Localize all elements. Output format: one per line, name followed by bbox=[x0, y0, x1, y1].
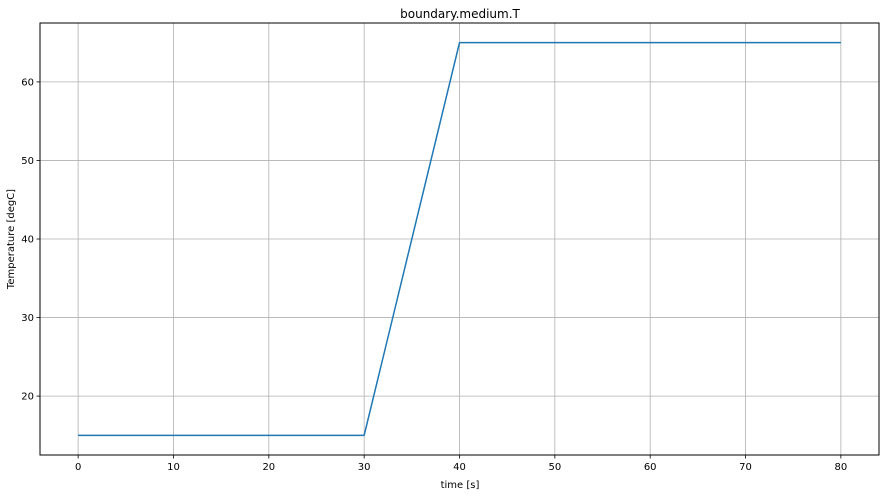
chart-title: boundary.medium.T bbox=[400, 7, 520, 21]
y-tick-label: 40 bbox=[21, 235, 34, 246]
x-tick-label: 10 bbox=[167, 462, 180, 473]
x-tick-label: 30 bbox=[358, 462, 371, 473]
y-tick-label: 30 bbox=[21, 313, 34, 324]
x-tick-label: 20 bbox=[262, 462, 275, 473]
x-tick-label: 40 bbox=[453, 462, 466, 473]
x-tick-label: 70 bbox=[739, 462, 752, 473]
y-tick-label: 60 bbox=[21, 77, 34, 88]
x-tick-label: 80 bbox=[834, 462, 847, 473]
x-tick-label: 50 bbox=[548, 462, 561, 473]
grid bbox=[40, 23, 879, 455]
ticks: 0 10 20 30 40 50 60 70 80 20 30 40 50 60 bbox=[21, 77, 847, 473]
y-tick-label: 50 bbox=[21, 156, 34, 167]
x-tick-label: 60 bbox=[644, 462, 657, 473]
x-tick-label: 0 bbox=[75, 462, 81, 473]
y-tick-label: 20 bbox=[21, 392, 34, 403]
series-layer bbox=[78, 41, 841, 437]
x-axis-label: time [s] bbox=[441, 480, 480, 491]
series-line bbox=[78, 41, 841, 437]
y-axis-label: Temperature [degC] bbox=[6, 189, 17, 290]
